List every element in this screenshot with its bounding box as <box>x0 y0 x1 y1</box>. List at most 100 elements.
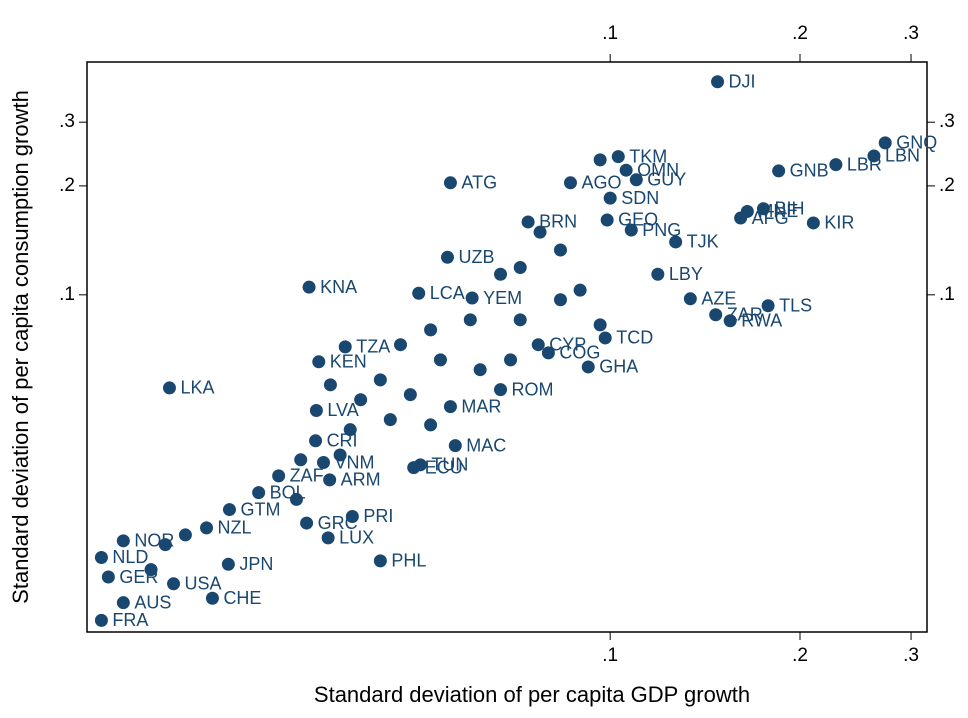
point <box>116 534 130 548</box>
point <box>424 323 438 337</box>
point <box>806 216 820 230</box>
point <box>683 292 697 306</box>
point <box>443 400 457 414</box>
point <box>433 353 447 367</box>
point-label: LKA <box>180 378 214 398</box>
point <box>178 528 192 542</box>
point <box>316 456 330 470</box>
x-tick-label: .2 <box>792 645 808 666</box>
x-axis-title: Standard deviation of per capita GDP gro… <box>314 682 750 707</box>
point-label: YEM <box>483 288 522 308</box>
point <box>581 360 595 374</box>
point-label: MNE <box>758 201 798 221</box>
point <box>829 158 843 172</box>
point-label: UZB <box>458 247 494 267</box>
point <box>598 331 612 345</box>
point <box>440 250 454 264</box>
x-tick-label-top: .3 <box>903 23 919 44</box>
point <box>513 313 527 327</box>
point <box>772 164 786 178</box>
point <box>272 469 286 483</box>
y-tick-label-right: .1 <box>939 284 955 305</box>
point-label: CYP <box>549 334 586 354</box>
point-label: LCA <box>430 283 465 303</box>
point <box>94 550 108 564</box>
point-label: USA <box>185 574 222 594</box>
point <box>734 211 748 225</box>
point <box>403 388 417 402</box>
point <box>333 448 347 462</box>
point-label: MAC <box>466 435 506 455</box>
point <box>383 413 397 427</box>
point-label: LBY <box>669 264 703 284</box>
point-label: PHL <box>391 551 426 571</box>
point <box>553 293 567 307</box>
point-label: TJK <box>687 232 719 252</box>
point <box>424 418 438 432</box>
point <box>513 260 527 274</box>
point <box>321 531 335 545</box>
point <box>394 338 408 352</box>
point <box>205 591 219 605</box>
point <box>144 563 158 577</box>
point-label: MAR <box>461 396 501 416</box>
point <box>756 202 770 216</box>
point <box>494 383 508 397</box>
y-tick-label: .3 <box>59 111 75 132</box>
y-tick-label: .1 <box>59 284 75 305</box>
point <box>373 554 387 568</box>
point-label: LBN <box>885 146 920 166</box>
point <box>531 338 545 352</box>
point <box>252 486 266 500</box>
point <box>573 283 587 297</box>
point-label: NZL <box>218 518 252 538</box>
point-label: GNB <box>790 161 829 181</box>
point-label: GTM <box>240 499 280 519</box>
point <box>709 308 723 322</box>
point <box>412 286 426 300</box>
point-label: KIR <box>824 213 854 233</box>
point <box>867 149 881 163</box>
point <box>158 538 172 552</box>
point-label: TKM <box>629 146 667 166</box>
point-label: ECU <box>425 457 463 477</box>
point <box>200 521 214 535</box>
point <box>465 291 479 305</box>
point-label: JPN <box>239 554 273 574</box>
point-label: TUN <box>431 455 468 475</box>
point <box>302 280 316 294</box>
point <box>711 75 725 89</box>
y-tick-label: .2 <box>59 175 75 196</box>
point-label: ATG <box>461 173 497 193</box>
point <box>563 176 577 190</box>
point-label: AGO <box>581 173 621 193</box>
point <box>116 596 130 610</box>
point <box>651 267 665 281</box>
point-label: GUY <box>647 169 686 189</box>
point-label: CHE <box>223 588 261 608</box>
point-label: AZE <box>701 289 736 309</box>
point <box>878 136 892 150</box>
point <box>289 492 303 506</box>
point-label: RWA <box>741 310 782 330</box>
point-label: AFG <box>752 208 789 228</box>
point <box>624 223 638 237</box>
point <box>553 243 567 257</box>
point-label: PNG <box>642 220 681 240</box>
point <box>521 215 535 229</box>
point <box>338 340 352 354</box>
point <box>723 314 737 328</box>
point <box>222 503 236 517</box>
point-label: TCD <box>616 328 653 348</box>
point <box>541 346 555 360</box>
point-label: NLD <box>112 547 148 567</box>
point <box>629 173 643 187</box>
point-label: DJI <box>729 72 756 92</box>
point <box>593 318 607 332</box>
x-tick-label-top: .2 <box>792 23 808 44</box>
point <box>309 434 323 448</box>
point <box>611 150 625 164</box>
y-tick-label-right: .3 <box>939 111 955 132</box>
point-label: OMN <box>637 160 679 180</box>
